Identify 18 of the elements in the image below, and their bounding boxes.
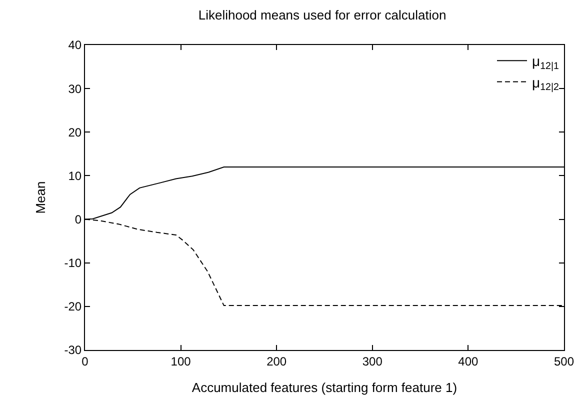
y-tick-label: -10 [64, 256, 82, 270]
y-tick-label: -30 [64, 343, 82, 358]
x-tick-label: 200 [266, 354, 287, 368]
y-tick-label: 20 [68, 125, 82, 140]
x-axis-title: Accumulated features (starting form feature 1) [192, 380, 458, 395]
y-tick-label: -20 [64, 300, 82, 314]
x-tick-label: 400 [458, 354, 479, 368]
y-tick-label: 0 [74, 212, 82, 226]
x-tick-label: 300 [362, 354, 383, 368]
y-axis-title: Mean [33, 181, 48, 214]
legend-label: μ$_{12|2}$ [532, 74, 559, 94]
x-tick-label: 500 [554, 354, 574, 368]
x-tick-label: 100 [170, 354, 192, 368]
y-tick-label: 10 [68, 168, 82, 183]
y-tick-label: 30 [68, 82, 82, 96]
y-tick-label: 40 [68, 38, 82, 52]
chart-title: Likelihood means used for error calculation [198, 7, 446, 22]
legend-label: μ$_{12|1}$ [532, 53, 559, 72]
